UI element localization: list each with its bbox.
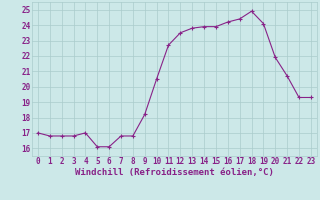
X-axis label: Windchill (Refroidissement éolien,°C): Windchill (Refroidissement éolien,°C) — [75, 168, 274, 177]
